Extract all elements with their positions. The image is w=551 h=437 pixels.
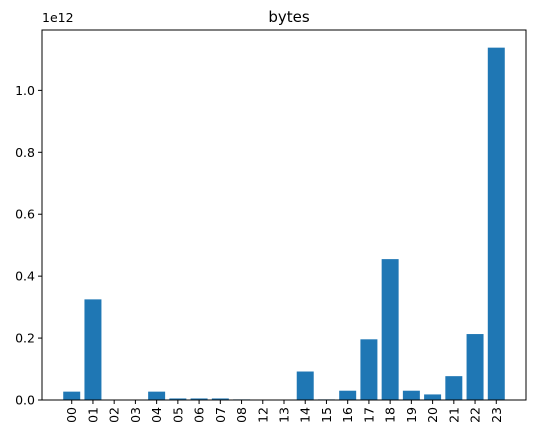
plot-frame bbox=[41, 29, 527, 401]
x-tick-label: 13 bbox=[277, 407, 292, 423]
bar-21 bbox=[445, 376, 463, 400]
x-tick-label: 12 bbox=[255, 407, 270, 423]
y-offset-text: 1e12 bbox=[42, 10, 74, 25]
y-tick-label: 0.0 bbox=[15, 393, 35, 408]
x-tick-label: 00 bbox=[64, 407, 79, 423]
bar-17 bbox=[360, 339, 378, 400]
y-tick-label: 0.4 bbox=[15, 269, 35, 284]
x-tick-label: 15 bbox=[319, 407, 334, 423]
y-tick-label: 0.8 bbox=[15, 145, 35, 160]
x-tick-label: 16 bbox=[340, 407, 355, 423]
bar-20 bbox=[424, 394, 442, 400]
x-tick-label: 03 bbox=[128, 407, 143, 423]
x-tick-label: 06 bbox=[192, 407, 207, 423]
y-tick-label: 1.0 bbox=[15, 83, 35, 98]
x-tick-label: 08 bbox=[234, 407, 249, 423]
bar-06 bbox=[190, 398, 208, 400]
x-tick-label: 19 bbox=[404, 407, 419, 423]
x-tick-label: 02 bbox=[107, 407, 122, 423]
bar-23 bbox=[487, 47, 505, 401]
x-tick-label: 22 bbox=[468, 407, 483, 423]
bars-group bbox=[63, 47, 505, 401]
x-tick-label: 17 bbox=[361, 407, 376, 423]
x-tick-label: 01 bbox=[85, 407, 100, 423]
bar-01 bbox=[84, 299, 102, 400]
bar-16 bbox=[339, 390, 357, 400]
bar-05 bbox=[169, 398, 187, 400]
bar-14 bbox=[296, 371, 314, 400]
x-tick-label: 23 bbox=[489, 407, 504, 423]
y-axis: 0.0 0.2 0.4 0.6 0.8 1.0 bbox=[15, 83, 42, 408]
chart-title: bytes bbox=[268, 8, 310, 26]
x-tick-label: 21 bbox=[446, 407, 461, 423]
x-tick-label: 14 bbox=[298, 407, 313, 423]
bar-19 bbox=[402, 390, 420, 400]
bar-18 bbox=[381, 259, 399, 400]
x-tick-label: 07 bbox=[213, 407, 228, 423]
y-tick-label: 0.2 bbox=[15, 331, 35, 346]
y-tick-label: 0.6 bbox=[15, 207, 35, 222]
x-axis: 00 01 02 03 04 05 06 07 08 12 13 14 15 16 17 18 19 20 21 22… bbox=[64, 400, 504, 423]
bar-22 bbox=[466, 334, 484, 400]
x-tick-label: 04 bbox=[149, 407, 164, 423]
x-tick-label: 20 bbox=[425, 407, 440, 423]
bar-04 bbox=[148, 391, 166, 400]
bar-00 bbox=[63, 391, 81, 400]
x-tick-label: 18 bbox=[383, 407, 398, 423]
bar-07 bbox=[211, 398, 229, 400]
x-tick-label: 05 bbox=[170, 407, 185, 423]
